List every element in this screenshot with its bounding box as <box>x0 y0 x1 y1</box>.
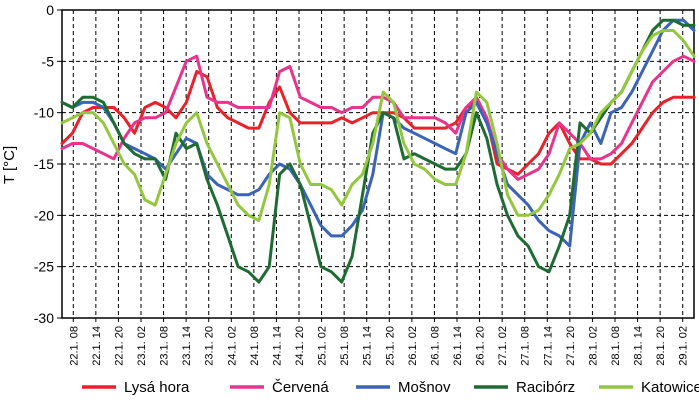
legend-label: Lysá hora <box>124 379 190 396</box>
y-tick-label: 0 <box>46 2 54 18</box>
series-line-2 <box>60 54 696 181</box>
legend-label: Racibórz <box>516 379 575 396</box>
x-tick-label: 26.1. 02 <box>407 326 419 366</box>
x-tick-label: 22.1. 14 <box>91 326 103 366</box>
x-tick-label: 28.1. 02 <box>587 326 599 366</box>
x-tick-label: 29.1. 02 <box>678 326 690 366</box>
y-axis-ticks: 0 -5 -10 -15 -20 -25 -30 <box>34 2 62 326</box>
x-tick-label: 26.1. 20 <box>475 326 487 366</box>
legend-label: Mošnov <box>398 379 451 396</box>
x-tick-label: 25.1. 14 <box>362 326 374 366</box>
x-axis-ticks: 22.1. 08 22.1. 14 22.1. 20 23.1. 02 23.1. 08… <box>68 318 690 366</box>
x-tick-label: 27.1. 02 <box>497 326 509 366</box>
x-tick-label: 25.1. 08 <box>339 326 351 366</box>
y-tick-label: -5 <box>42 53 55 69</box>
y-tick-label: -25 <box>34 259 54 275</box>
series-line-5 <box>60 29 696 222</box>
x-tick-label: 23.1. 14 <box>181 326 193 366</box>
y-tick-label: -15 <box>34 156 54 172</box>
x-tick-label: 26.1. 08 <box>429 326 441 366</box>
x-tick-label: 28.1. 14 <box>633 326 645 366</box>
x-tick-label: 23.1. 02 <box>136 326 148 366</box>
legend-label: Katowice <box>641 379 699 396</box>
x-tick-label: 24.1. 14 <box>271 326 283 366</box>
x-tick-label: 24.1. 20 <box>294 326 306 366</box>
x-tick-label: 28.1. 08 <box>610 326 622 366</box>
x-tick-label: 23.1. 20 <box>204 326 216 366</box>
x-tick-label: 27.1. 08 <box>520 326 532 366</box>
x-tick-label: 22.1. 20 <box>113 326 125 366</box>
legend-label: Červená <box>272 379 329 396</box>
x-tick-label: 25.1. 02 <box>317 326 329 366</box>
x-tick-label: 23.1. 08 <box>159 326 171 366</box>
x-tick-label: 27.1. 14 <box>542 326 554 366</box>
y-axis-label: T [°C] <box>1 146 18 184</box>
x-tick-label: 26.1. 14 <box>452 326 464 366</box>
y-tick-label: -30 <box>34 310 54 326</box>
legend: Lysá hora Červená Mošnov Racibórz Katowice <box>82 379 699 396</box>
x-tick-label: 27.1. 20 <box>565 326 577 366</box>
y-tick-label: -10 <box>34 105 54 121</box>
x-tick-label: 22.1. 08 <box>68 326 80 366</box>
x-tick-label: 28.1. 20 <box>655 326 667 366</box>
x-tick-label: 24.1. 08 <box>249 326 261 366</box>
x-tick-label: 25.1. 20 <box>384 326 396 366</box>
series-layer <box>60 18 696 284</box>
x-tick-label: 24.1. 02 <box>226 326 238 366</box>
y-tick-label: -20 <box>34 207 54 223</box>
